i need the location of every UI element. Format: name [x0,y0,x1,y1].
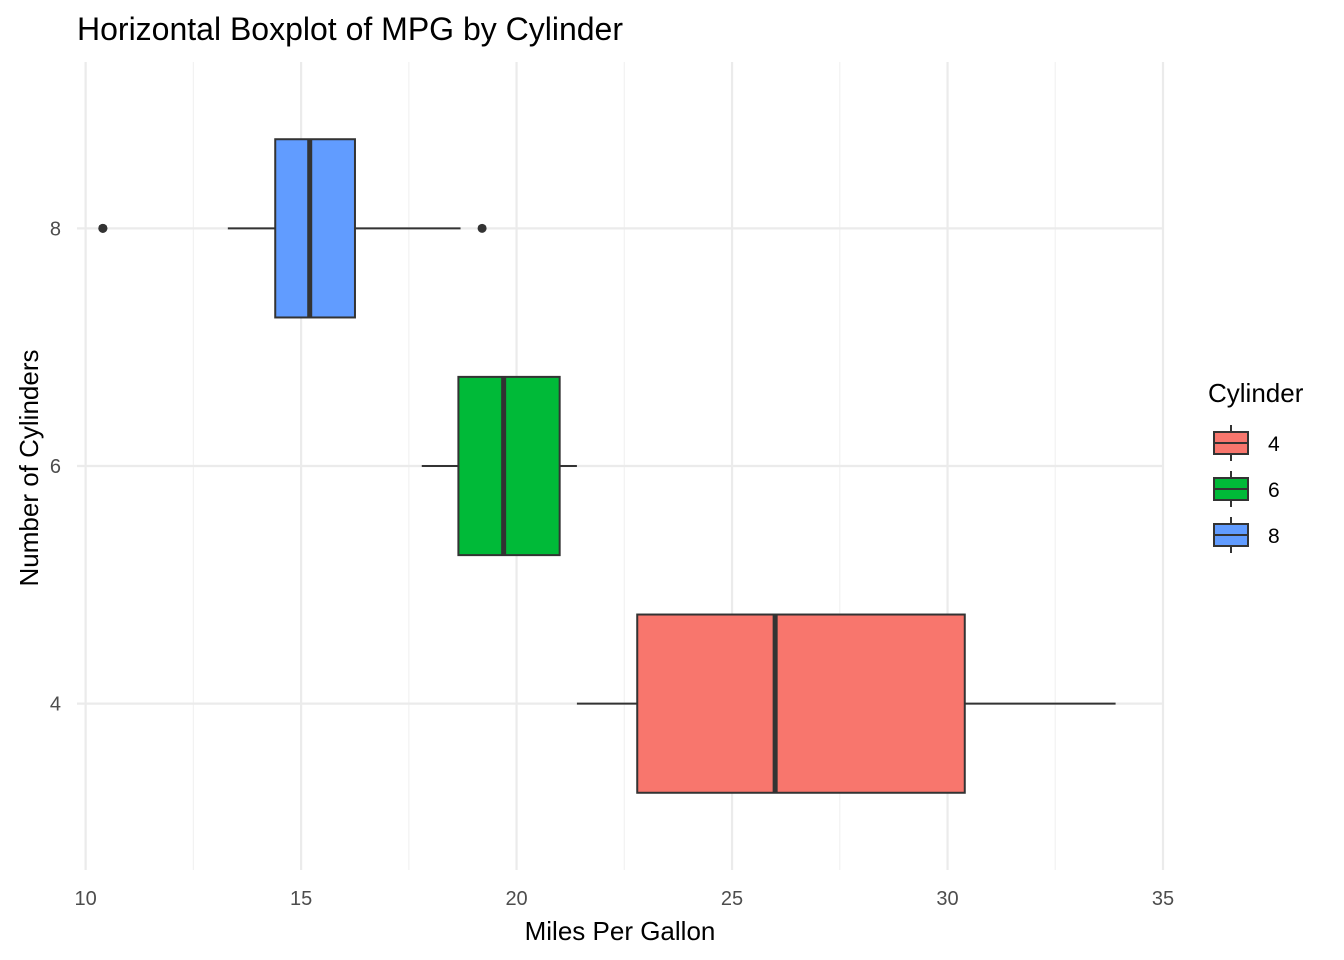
chart-title: Horizontal Boxplot of MPG by Cylinder [77,11,623,47]
boxes [98,138,1116,794]
x-tick-label: 30 [936,888,958,910]
legend-label: 8 [1268,525,1280,548]
legend-key-4 [1213,425,1249,461]
y-axis-tick-labels: 4 6 8 [50,218,61,715]
outlier-point [98,223,108,233]
legend-label: 6 [1268,479,1280,502]
x-axis-title: Miles Per Gallon [525,916,716,946]
box-cyl-4 [576,613,1116,794]
grid [77,62,1165,870]
outlier-point [477,223,487,233]
legend-label: 4 [1268,433,1280,456]
legend-key-6 [1213,471,1249,507]
x-tick-label: 20 [505,888,527,910]
box-iqr [636,613,966,794]
x-axis-tick-labels: 10 15 20 25 30 35 [74,888,1174,910]
legend: Cylinder 4 6 8 [1208,378,1304,553]
y-tick-label: 6 [50,456,61,478]
y-tick-label: 4 [50,694,61,716]
legend-key-8 [1213,517,1249,553]
box-iqr [274,138,356,319]
y-tick-label: 8 [50,218,61,240]
x-tick-label: 10 [74,888,96,910]
x-tick-label: 35 [1152,888,1174,910]
x-tick-label: 25 [721,888,743,910]
y-axis-title: Number of Cylinders [14,350,44,587]
legend-title: Cylinder [1208,378,1304,408]
x-tick-label: 15 [290,888,312,910]
box-cyl-8 [98,138,487,319]
box-cyl-6 [421,375,577,557]
box-iqr [457,375,561,557]
